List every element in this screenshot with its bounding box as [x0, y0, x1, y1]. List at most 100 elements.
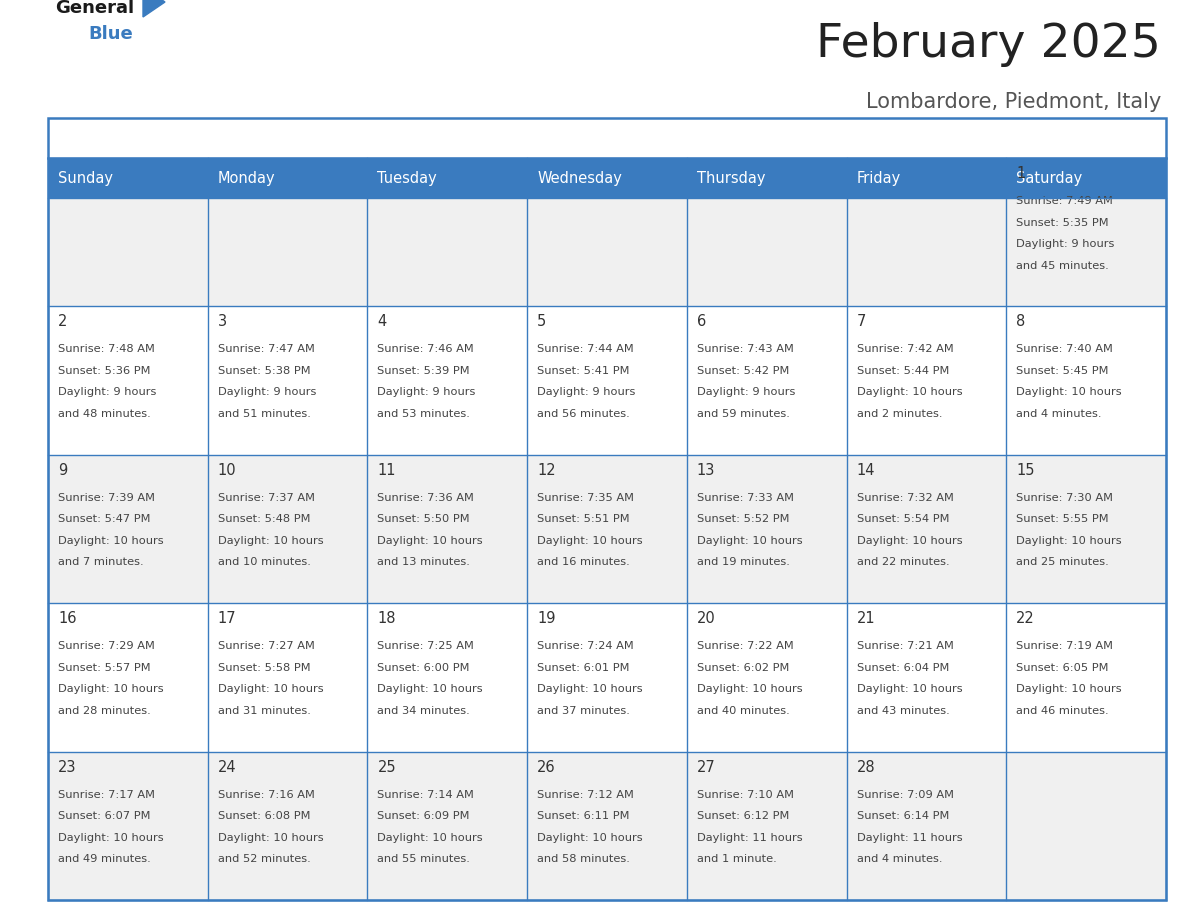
Text: 2: 2 — [58, 314, 68, 330]
Text: Daylight: 10 hours: Daylight: 10 hours — [697, 536, 802, 546]
Text: 10: 10 — [217, 463, 236, 477]
Text: Daylight: 10 hours: Daylight: 10 hours — [537, 833, 643, 843]
Text: Sunrise: 7:48 AM: Sunrise: 7:48 AM — [58, 344, 154, 354]
Text: Wednesday: Wednesday — [537, 171, 623, 185]
Text: Lombardore, Piedmont, Italy: Lombardore, Piedmont, Italy — [866, 92, 1161, 112]
Bar — [48, 158, 1165, 198]
Text: Sunrise: 7:09 AM: Sunrise: 7:09 AM — [857, 789, 954, 800]
Text: Sunset: 6:08 PM: Sunset: 6:08 PM — [217, 812, 310, 821]
Text: Sunrise: 7:47 AM: Sunrise: 7:47 AM — [217, 344, 315, 354]
Text: Sunset: 5:38 PM: Sunset: 5:38 PM — [217, 366, 310, 375]
Text: Sunset: 5:44 PM: Sunset: 5:44 PM — [857, 366, 949, 375]
Text: Sunrise: 7:46 AM: Sunrise: 7:46 AM — [378, 344, 474, 354]
Polygon shape — [143, 0, 165, 17]
Text: Daylight: 10 hours: Daylight: 10 hours — [1016, 536, 1121, 546]
Bar — [48, 118, 1165, 900]
Text: Daylight: 10 hours: Daylight: 10 hours — [537, 684, 643, 694]
Text: 27: 27 — [697, 759, 715, 775]
Text: Sunset: 5:58 PM: Sunset: 5:58 PM — [217, 663, 310, 673]
Text: Sunrise: 7:42 AM: Sunrise: 7:42 AM — [857, 344, 953, 354]
Text: Sunrise: 7:17 AM: Sunrise: 7:17 AM — [58, 789, 154, 800]
Text: Sunset: 5:54 PM: Sunset: 5:54 PM — [857, 514, 949, 524]
Text: and 31 minutes.: and 31 minutes. — [217, 706, 310, 716]
Text: and 22 minutes.: and 22 minutes. — [857, 557, 949, 567]
Text: Sunset: 5:45 PM: Sunset: 5:45 PM — [1016, 366, 1108, 375]
Text: Daylight: 9 hours: Daylight: 9 hours — [378, 387, 476, 397]
Text: Sunrise: 7:49 AM: Sunrise: 7:49 AM — [1016, 196, 1113, 206]
Text: Sunrise: 7:37 AM: Sunrise: 7:37 AM — [217, 493, 315, 503]
Text: General: General — [55, 0, 134, 17]
Text: Sunset: 6:05 PM: Sunset: 6:05 PM — [1016, 663, 1108, 673]
Text: 17: 17 — [217, 611, 236, 626]
Text: and 2 minutes.: and 2 minutes. — [857, 409, 942, 419]
Text: Sunset: 5:42 PM: Sunset: 5:42 PM — [697, 366, 789, 375]
Text: Sunset: 5:48 PM: Sunset: 5:48 PM — [217, 514, 310, 524]
Text: Friday: Friday — [857, 171, 901, 185]
Text: 23: 23 — [58, 759, 76, 775]
Text: Daylight: 10 hours: Daylight: 10 hours — [537, 536, 643, 546]
Text: 12: 12 — [537, 463, 556, 477]
Text: and 49 minutes.: and 49 minutes. — [58, 854, 151, 864]
Text: 5: 5 — [537, 314, 546, 330]
Text: Sunrise: 7:22 AM: Sunrise: 7:22 AM — [697, 641, 794, 651]
Text: 8: 8 — [1016, 314, 1025, 330]
Text: Daylight: 9 hours: Daylight: 9 hours — [537, 387, 636, 397]
Text: Blue: Blue — [88, 25, 133, 43]
Text: and 10 minutes.: and 10 minutes. — [217, 557, 310, 567]
Text: 4: 4 — [378, 314, 386, 330]
Text: Sunrise: 7:29 AM: Sunrise: 7:29 AM — [58, 641, 154, 651]
Text: 20: 20 — [697, 611, 715, 626]
Text: Sunrise: 7:25 AM: Sunrise: 7:25 AM — [378, 641, 474, 651]
Text: 25: 25 — [378, 759, 396, 775]
Text: and 46 minutes.: and 46 minutes. — [1016, 706, 1108, 716]
Text: Sunrise: 7:16 AM: Sunrise: 7:16 AM — [217, 789, 315, 800]
Text: Daylight: 10 hours: Daylight: 10 hours — [217, 684, 323, 694]
Text: Sunset: 6:12 PM: Sunset: 6:12 PM — [697, 812, 789, 821]
Text: Sunset: 6:07 PM: Sunset: 6:07 PM — [58, 812, 151, 821]
Text: and 55 minutes.: and 55 minutes. — [378, 854, 470, 864]
Text: Sunrise: 7:27 AM: Sunrise: 7:27 AM — [217, 641, 315, 651]
Text: and 37 minutes.: and 37 minutes. — [537, 706, 630, 716]
Text: Daylight: 10 hours: Daylight: 10 hours — [1016, 387, 1121, 397]
Text: Sunset: 6:01 PM: Sunset: 6:01 PM — [537, 663, 630, 673]
Text: Sunset: 5:36 PM: Sunset: 5:36 PM — [58, 366, 151, 375]
Text: 1: 1 — [1016, 166, 1025, 181]
Text: Sunrise: 7:40 AM: Sunrise: 7:40 AM — [1016, 344, 1113, 354]
Text: and 28 minutes.: and 28 minutes. — [58, 706, 151, 716]
Text: Sunset: 5:57 PM: Sunset: 5:57 PM — [58, 663, 151, 673]
Text: Daylight: 9 hours: Daylight: 9 hours — [697, 387, 795, 397]
Text: and 1 minute.: and 1 minute. — [697, 854, 777, 864]
Text: and 25 minutes.: and 25 minutes. — [1016, 557, 1110, 567]
Text: 18: 18 — [378, 611, 396, 626]
Text: Daylight: 10 hours: Daylight: 10 hours — [697, 684, 802, 694]
Bar — [48, 454, 1165, 603]
Text: Sunset: 6:02 PM: Sunset: 6:02 PM — [697, 663, 789, 673]
Text: Sunrise: 7:44 AM: Sunrise: 7:44 AM — [537, 344, 634, 354]
Text: Daylight: 10 hours: Daylight: 10 hours — [58, 833, 164, 843]
Text: Daylight: 10 hours: Daylight: 10 hours — [58, 684, 164, 694]
Text: and 48 minutes.: and 48 minutes. — [58, 409, 151, 419]
Text: Sunset: 5:41 PM: Sunset: 5:41 PM — [537, 366, 630, 375]
Text: Monday: Monday — [217, 171, 276, 185]
Text: 13: 13 — [697, 463, 715, 477]
Text: 11: 11 — [378, 463, 396, 477]
Text: Sunrise: 7:43 AM: Sunrise: 7:43 AM — [697, 344, 794, 354]
Text: 19: 19 — [537, 611, 556, 626]
Text: Daylight: 10 hours: Daylight: 10 hours — [58, 536, 164, 546]
Text: Sunrise: 7:12 AM: Sunrise: 7:12 AM — [537, 789, 634, 800]
Bar — [48, 752, 1165, 900]
Text: and 19 minutes.: and 19 minutes. — [697, 557, 790, 567]
Text: Sunset: 5:39 PM: Sunset: 5:39 PM — [378, 366, 470, 375]
Text: Sunset: 5:51 PM: Sunset: 5:51 PM — [537, 514, 630, 524]
Text: Sunrise: 7:10 AM: Sunrise: 7:10 AM — [697, 789, 794, 800]
Text: and 4 minutes.: and 4 minutes. — [1016, 409, 1101, 419]
Text: Sunrise: 7:19 AM: Sunrise: 7:19 AM — [1016, 641, 1113, 651]
Text: Daylight: 10 hours: Daylight: 10 hours — [378, 833, 484, 843]
Text: 9: 9 — [58, 463, 68, 477]
Text: Sunrise: 7:33 AM: Sunrise: 7:33 AM — [697, 493, 794, 503]
Text: 15: 15 — [1016, 463, 1035, 477]
Text: Daylight: 10 hours: Daylight: 10 hours — [857, 387, 962, 397]
Text: Sunset: 5:35 PM: Sunset: 5:35 PM — [1016, 218, 1108, 228]
Text: Daylight: 11 hours: Daylight: 11 hours — [697, 833, 802, 843]
Text: Daylight: 10 hours: Daylight: 10 hours — [378, 536, 484, 546]
